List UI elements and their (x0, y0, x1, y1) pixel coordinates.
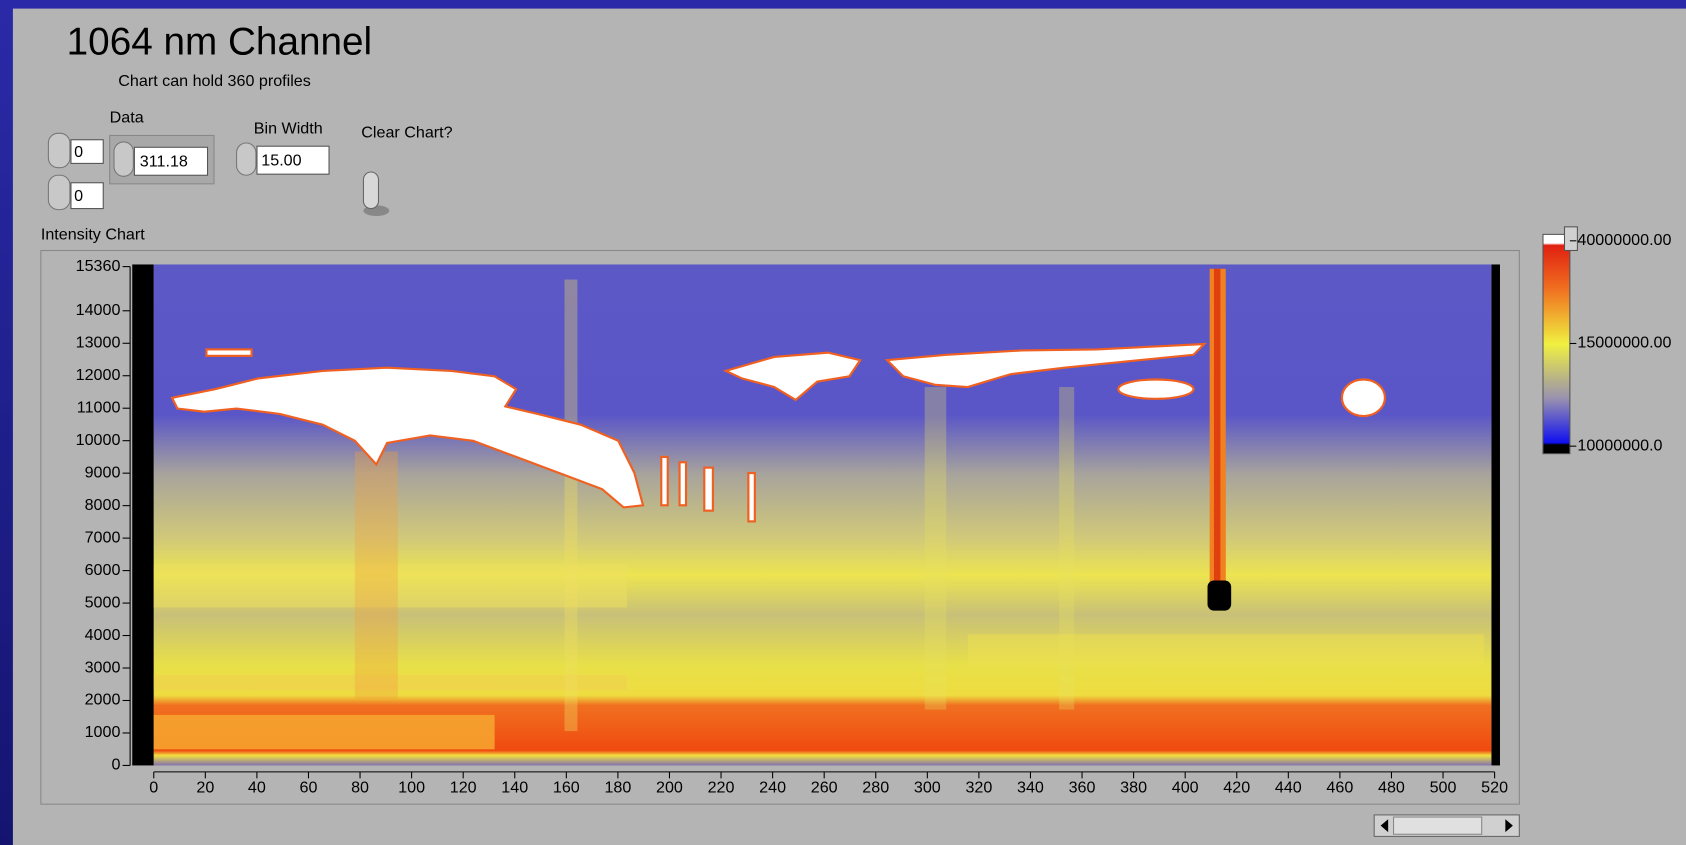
y-tick-label: 8000 (85, 496, 121, 514)
colorbar-tick-label: 10000000.0 (1577, 436, 1662, 454)
y-tick-label: 6000 (85, 561, 121, 579)
index-spinner[interactable] (48, 175, 70, 209)
x-tick-label: 440 (1275, 778, 1302, 796)
colorbar-tick-label: 40000000.00 (1577, 231, 1671, 249)
x-tick-label: 280 (862, 778, 889, 796)
x-tick-label: 260 (811, 778, 838, 796)
x-tick-label: 40 (248, 778, 266, 796)
cloud (206, 349, 251, 355)
data-value: 311.18 (140, 153, 188, 171)
aerosol-layer (968, 634, 1484, 666)
x-tick-label: 380 (1120, 778, 1147, 796)
y-tick-label: 14000 (76, 301, 121, 319)
chart-label: Intensity Chart (41, 226, 145, 244)
x-tick-label: 140 (501, 778, 528, 796)
cloud (704, 468, 713, 511)
index-spinner[interactable] (48, 133, 70, 167)
x-tick-label: 120 (450, 778, 477, 796)
streak (925, 387, 947, 710)
x-tick-label: 160 (553, 778, 580, 796)
intensity-field (154, 264, 1492, 765)
cloud (1342, 379, 1385, 416)
value-spinner[interactable] (114, 142, 133, 176)
ramp-slider[interactable] (1564, 227, 1577, 251)
x-tick-label: 360 (1069, 778, 1096, 796)
y-tick-label: 2000 (85, 691, 121, 709)
x-tick-label: 240 (759, 778, 786, 796)
y-tick-label: 15360 (76, 257, 121, 275)
y-tick-label: 9000 (85, 463, 121, 481)
x-tick-label: 340 (1017, 778, 1044, 796)
image-edge (132, 264, 154, 765)
cloud (1118, 379, 1193, 398)
intensity-image (132, 264, 1500, 765)
x-tick-label: 320 (965, 778, 992, 796)
bin-spinner[interactable] (237, 143, 256, 175)
y-tick-label: 5000 (85, 593, 121, 611)
y-tick-label: 1000 (85, 723, 121, 741)
bin-width-value: 15.00 (261, 152, 301, 170)
x-tick-label: 200 (656, 778, 683, 796)
dark-spot (1208, 581, 1232, 611)
x-tick-label: 460 (1326, 778, 1353, 796)
y-tick-label: 3000 (85, 658, 121, 676)
x-tick-label: 80 (351, 778, 369, 796)
y-tick-label: 13000 (76, 334, 121, 352)
x-tick-label: 500 (1430, 778, 1457, 796)
y-tick-label: 7000 (85, 528, 121, 546)
x-tick-label: 300 (914, 778, 941, 796)
colorbar-tick-label: 15000000.00 (1577, 334, 1671, 352)
x-tick-label: 0 (149, 778, 158, 796)
lower-band (154, 715, 495, 749)
scrollbar[interactable] (1374, 815, 1519, 837)
streak (565, 280, 578, 732)
x-tick-label: 480 (1378, 778, 1405, 796)
data-label: Data (110, 109, 144, 127)
index-value: 0 (74, 187, 83, 205)
y-tick-label: 10000 (76, 431, 121, 449)
y-tick-label: 4000 (85, 626, 121, 644)
x-tick-label: 420 (1223, 778, 1250, 796)
x-tick-label: 20 (196, 778, 214, 796)
x-tick-label: 60 (300, 778, 318, 796)
image-edge (1491, 264, 1500, 765)
cloud (661, 457, 667, 505)
cloud (680, 462, 686, 505)
subtitle: Chart can hold 360 profiles (118, 72, 311, 90)
y-tick-label: 0 (111, 756, 120, 774)
cloud (748, 473, 754, 521)
toggle-lever (363, 172, 378, 209)
clear-chart-label: Clear Chart? (361, 124, 452, 142)
bin-width-label: Bin Width (254, 119, 323, 137)
screen: 1064 nm Channel Chart can hold 360 profi… (0, 0, 1686, 845)
x-tick-label: 220 (708, 778, 735, 796)
panel-title: 1064 nm Channel (67, 20, 372, 63)
index-value: 0 (74, 143, 83, 161)
y-tick-label: 12000 (76, 366, 121, 384)
streak (355, 452, 398, 699)
x-tick-label: 520 (1481, 778, 1508, 796)
scroll-thumb[interactable] (1394, 817, 1482, 834)
x-tick-label: 180 (604, 778, 631, 796)
y-tick-label: 11000 (77, 398, 121, 416)
streak (1214, 269, 1220, 592)
x-tick-label: 400 (1172, 778, 1199, 796)
x-tick-label: 100 (398, 778, 425, 796)
color-ramp (1543, 234, 1570, 453)
